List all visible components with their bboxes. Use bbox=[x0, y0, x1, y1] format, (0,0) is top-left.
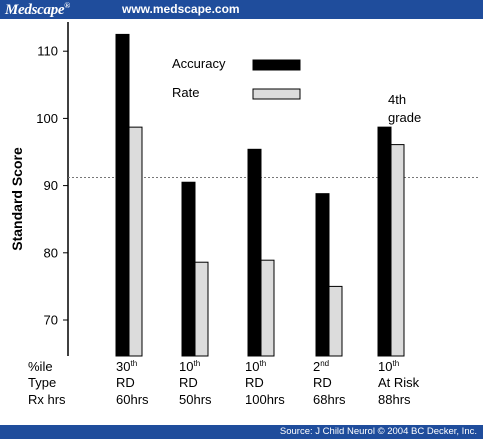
group-percentile: 2nd bbox=[313, 359, 329, 374]
y-tick-label: 80 bbox=[44, 245, 58, 260]
chart-axes: 70 80 90 100 110 Standard Score bbox=[9, 22, 478, 356]
y-tick-label: 90 bbox=[44, 178, 58, 193]
accuracy-bar bbox=[377, 126, 392, 357]
chart-bars bbox=[115, 33, 405, 357]
group-hours: 88hrs bbox=[378, 392, 411, 407]
rate-bar bbox=[194, 261, 209, 357]
group-type: RD bbox=[245, 375, 264, 390]
rate-bar bbox=[390, 144, 405, 357]
group-type: RD bbox=[179, 375, 198, 390]
legend-label-0: Accuracy bbox=[172, 56, 226, 71]
accuracy-bar bbox=[115, 33, 130, 357]
legend-swatch-1 bbox=[252, 88, 301, 100]
group-percentile: 10th bbox=[245, 359, 266, 374]
row-label-2: Rx hrs bbox=[28, 392, 66, 407]
rate-bar bbox=[260, 259, 275, 357]
group-hours: 100hrs bbox=[245, 392, 285, 407]
chart-legend: Accuracy Rate bbox=[172, 56, 301, 100]
y-tick-label: 110 bbox=[37, 44, 58, 59]
chart-annotation: 4th grade bbox=[388, 92, 421, 125]
legend-swatch-0 bbox=[252, 59, 301, 71]
rate-bar bbox=[328, 285, 343, 357]
accuracy-bar bbox=[247, 148, 262, 357]
site-url-link[interactable]: www.medscape.com bbox=[122, 2, 240, 16]
medscape-logo[interactable]: Medscape® bbox=[5, 1, 70, 18]
y-tick-label: 70 bbox=[44, 313, 58, 328]
group-percentile: 10th bbox=[179, 359, 200, 374]
legend-label-1: Rate bbox=[172, 85, 199, 100]
accuracy-bar bbox=[181, 181, 196, 357]
source-footer: Source: J Child Neurol © 2004 BC Decker,… bbox=[0, 425, 483, 439]
site-header: Medscape® www.medscape.com bbox=[0, 0, 483, 19]
row-label-0: %ile bbox=[28, 359, 53, 374]
accuracy-bar bbox=[315, 193, 330, 357]
row-label-1: Type bbox=[28, 375, 56, 390]
y-tick-label: 100 bbox=[36, 111, 58, 126]
group-percentile: 10th bbox=[378, 359, 399, 374]
annotation-line-1: 4th bbox=[388, 92, 406, 107]
group-type: RD bbox=[116, 375, 135, 390]
group-hours: 68hrs bbox=[313, 392, 346, 407]
group-percentile: 30th bbox=[116, 359, 137, 374]
annotation-line-2: grade bbox=[388, 110, 421, 125]
group-hours: 60hrs bbox=[116, 392, 149, 407]
group-type: RD bbox=[313, 375, 332, 390]
group-hours: 50hrs bbox=[179, 392, 212, 407]
group-type: At Risk bbox=[378, 375, 420, 390]
y-axis-title: Standard Score bbox=[9, 147, 25, 251]
rate-bar bbox=[128, 126, 143, 357]
source-citation: Source: J Child Neurol © 2004 BC Decker,… bbox=[279, 426, 477, 437]
